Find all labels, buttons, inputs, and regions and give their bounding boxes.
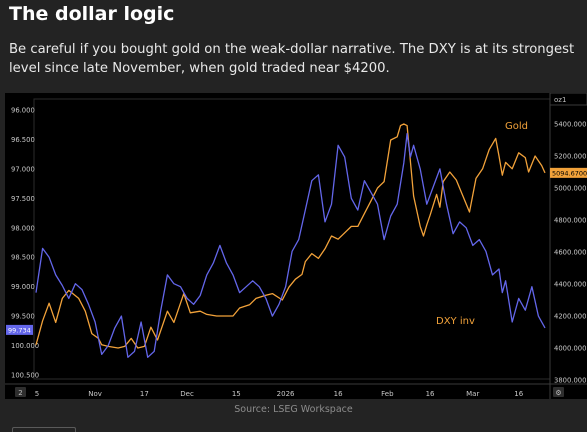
x-tick-label: 15 <box>232 390 241 398</box>
left-tick-label: 97.500 <box>11 195 35 203</box>
right-tick-label: 5200.000 <box>554 153 586 161</box>
dxy-current-marker <box>6 324 33 335</box>
settings-icon[interactable]: ⚙ <box>555 389 561 397</box>
right-tick-label: 4400.000 <box>554 281 586 289</box>
left-tick-label: 98.000 <box>11 224 35 232</box>
left-tick-label: 100.000 <box>11 342 39 350</box>
x-tick-label: Feb <box>381 390 394 398</box>
x-tick-label: 5 <box>35 390 39 398</box>
left-tick-label: 99.000 <box>11 283 35 291</box>
gold-current-marker <box>550 167 587 178</box>
x-tick-label: 16 <box>426 390 435 398</box>
source-note: Source: LSEG Workspace <box>234 404 353 415</box>
plot-area[interactable] <box>33 98 551 380</box>
gold-series-label: Gold <box>505 121 528 132</box>
corner-label: 2 <box>18 389 22 397</box>
bottom-tab[interactable] <box>12 427 76 432</box>
right-tick-label: 4800.000 <box>554 217 586 225</box>
x-tick-label: Mar <box>466 390 479 398</box>
right-tick-label: 4600.000 <box>554 249 586 257</box>
dxy-series-label: DXY inv <box>436 316 475 327</box>
series-line-dxy-inv <box>35 132 546 358</box>
page-title: The dollar logic <box>9 3 175 25</box>
left-tick-label: 96.000 <box>11 107 35 115</box>
axis-header: oz1 <box>554 96 566 104</box>
gold-current-value: 5094.6700 <box>552 169 587 177</box>
left-tick-label: 96.500 <box>11 136 35 144</box>
left-tick-label: 100.500 <box>11 372 39 380</box>
series-line-gold <box>35 123 546 349</box>
axis-header-box[interactable] <box>549 92 587 106</box>
chart-svg[interactable]: oz1 96.000 96.500 97.000 97.500 98.000 98.500… <box>5 92 587 399</box>
left-tick-label: 98.500 <box>11 254 35 262</box>
x-tick-label: Nov <box>88 390 102 398</box>
chart-panel[interactable]: oz1 96.000 96.500 97.000 97.500 98.000 98.500… <box>5 92 587 399</box>
x-tick-label: 16 <box>514 390 523 398</box>
dxy-current-value: 99.734 <box>8 326 31 334</box>
corner-box[interactable] <box>15 387 26 397</box>
x-tick-label: 16 <box>334 390 343 398</box>
right-tick-label: 4200.000 <box>554 313 586 321</box>
right-tick-label: 5400.000 <box>554 121 586 129</box>
left-tick-label: 97.000 <box>11 165 35 173</box>
settings-box[interactable] <box>553 387 564 397</box>
right-tick-label: 3800.000 <box>554 377 586 385</box>
x-tick-label: 17 <box>140 390 149 398</box>
x-tick-label: Dec <box>180 390 194 398</box>
left-tick-label: 99.500 <box>11 313 35 321</box>
x-tick-label: 2026 <box>277 390 295 398</box>
page-subtitle: Be careful if you bought gold on the wea… <box>9 42 575 76</box>
right-tick-label: 4000.000 <box>554 345 586 353</box>
right-tick-label: 5000.000 <box>554 185 586 193</box>
